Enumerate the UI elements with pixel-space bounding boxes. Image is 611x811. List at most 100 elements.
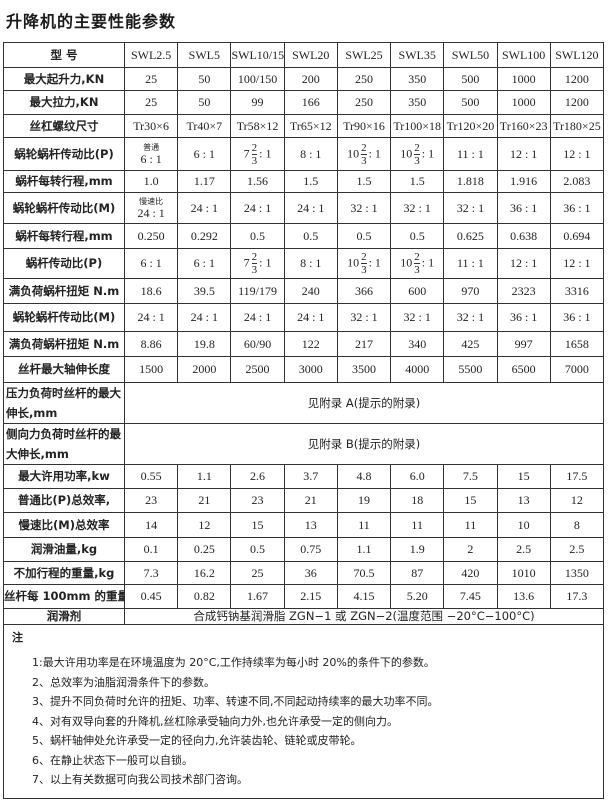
value-cell: 32 : 1 (443, 303, 498, 332)
value-cell: 12 : 1 (496, 248, 551, 279)
value-cell: 0.5 (336, 223, 392, 249)
value-cell: 11 (336, 512, 392, 538)
value-cell: 3500 (336, 356, 392, 383)
value-cell: 1200 (549, 67, 605, 91)
value-cell: 0.5 (230, 537, 285, 562)
value-cell: 1350 (549, 561, 605, 585)
fraction-whole: 7 (243, 145, 250, 160)
value-cell: 2323 (496, 278, 551, 304)
value-cell: 340 (390, 331, 445, 357)
value-cell: 19.8 (177, 331, 232, 357)
row-label: 丝杆每 100mm 的重量 (3, 584, 125, 609)
table-row: 润滑剂 合成钙钠基润滑脂 ZGN−1 或 ZGN−2(温度范围 −20°C−100… (3, 608, 604, 625)
row-label: 丝杠螺纹尺寸 (3, 114, 125, 138)
header-model: SWL10/15 (230, 42, 285, 68)
value-cell: 10 2 3: 1 (336, 137, 392, 171)
row-label: 慢速比(M)总效率 (3, 512, 125, 538)
value-cell: 1.818 (443, 170, 498, 193)
page-title: 升降机的主要性能参数 (6, 12, 177, 31)
value-cell: 6.0 (390, 464, 445, 489)
value-cell: 10 (496, 512, 551, 538)
row-label: 普通比(P)总效率, (3, 488, 125, 513)
value-cell: 2000 (177, 356, 232, 383)
value-cell: 13 (496, 488, 551, 513)
table-row: 蜗轮蜗杆传动比(M) 24 : 1 24 : 1 24 : 1 24 : 1 32 : 1… (3, 303, 605, 332)
value-cell: 19 (336, 488, 392, 513)
fraction-numerator: 2 (414, 141, 420, 155)
value-cell: 8 : 1 (283, 248, 338, 279)
header-model: SWL120 (549, 42, 605, 68)
value-cell: 32 : 1 (390, 192, 445, 224)
table-row: 普通比(P)总效率, 23 21 23 21 19 18 15 13 12 (3, 488, 605, 513)
fraction-whole: 10 (400, 145, 413, 160)
value-cell: 0.82 (177, 584, 232, 609)
value-cell: 366 (336, 278, 392, 304)
note-item: 6、在静止状态下一般可以自锁。 (32, 753, 193, 767)
fraction-numerator: 2 (414, 251, 420, 264)
value-cell: 8 (549, 512, 605, 538)
row-label: 满负荷蜗杆扭矩 N.m (3, 278, 125, 304)
value-cell: 1.9 (390, 537, 445, 562)
value-cell: 1.0 (123, 170, 179, 193)
row-label: 润滑剂 (3, 608, 125, 625)
row-label: 蜗杆每转行程,mm (3, 170, 125, 193)
value-cell: 8.86 (123, 331, 179, 357)
table-row: 压力负荷时丝杆的最大伸长,mm 见附录 A(提示的附录) (3, 382, 604, 424)
fraction-denominator: 3 (251, 264, 258, 276)
value-cell: 6 : 1 (177, 137, 232, 171)
fraction-numerator: 2 (251, 141, 258, 155)
value-cell: 36 : 1 (496, 192, 551, 224)
value-cell: 500 (443, 67, 498, 91)
value-cell: 2.15 (283, 584, 338, 609)
table-row: 侧向力负荷时丝杆的最大伸长,mm 见附录 B(提示的附录) (3, 423, 604, 465)
fraction-rest: : 1 (421, 255, 435, 270)
spanning-cell: 见附录 A(提示的附录) (124, 382, 604, 424)
value-cell: 166 (283, 90, 338, 115)
value-cell: 7.45 (443, 584, 498, 609)
value-cell: 0.25 (177, 537, 232, 562)
value-cell: 997 (496, 331, 551, 357)
value-cell: 6 : 1 (177, 248, 232, 279)
value-cell: 14 (123, 512, 179, 538)
note-item: 3、提升不同负荷时允许的扭矩、功率、转速不同,不同起动持续率的最大功率不同。 (32, 695, 439, 708)
table-row: 蜗杆每转行程,mm 0.250 0.292 0.5 0.5 0.5 0.5 0.625 0.63… (3, 223, 605, 249)
note-item: 7、以上有关数据可向我公司技术部门咨询。 (32, 773, 248, 786)
value-cell: 16.2 (177, 561, 232, 585)
fraction-denominator: 3 (414, 154, 420, 167)
value-cell: 32 : 1 (390, 303, 445, 332)
header-model-label: 型 号 (3, 42, 125, 68)
value-cell: 420 (443, 561, 498, 585)
row-label: 蜗轮蜗杆传动比(M) (3, 192, 125, 224)
value-cell: 6 : 1 (123, 248, 179, 279)
table-row: 丝杠螺纹尺寸 Tr30×6 Tr40×7 Tr58×12 Tr65×12 Tr90×16 T… (3, 114, 605, 138)
row-label: 不加行程的重量,kg (3, 561, 125, 585)
note-item: 2、总效率为油脂润滑条件下的参数。 (32, 675, 215, 689)
value-cell: 12 : 1 (549, 137, 605, 171)
value-cell: 32 : 1 (336, 192, 392, 224)
value-cell: 1000 (496, 90, 551, 115)
header-model: SWL25 (336, 42, 392, 68)
value-cell: 99 (230, 90, 285, 115)
value-cell: Tr100×18 (390, 114, 445, 138)
fraction-denominator: 3 (361, 154, 367, 167)
row-label: 最大许用功率,kw (3, 464, 125, 489)
header-row: 型 号 SWL2.5 SWL5 SWL10/15 SWL20 SWL25 SWL35 SWL5… (3, 42, 605, 68)
value-cell: 12 : 1 (496, 137, 551, 171)
row-label: 最大拉力,KN (3, 90, 125, 115)
row-label: 最大起升力,KN (3, 67, 125, 91)
value-cell: 32 : 1 (443, 192, 498, 224)
value-cell: 15 (443, 488, 498, 513)
value-cell: 8 : 1 (283, 137, 338, 171)
value-cell: Tr58×12 (230, 114, 285, 138)
value-cell: 25 (230, 561, 285, 585)
value-cell: 24 : 1 (177, 192, 232, 224)
header-model: SWL100 (496, 42, 551, 68)
value-cell: 11 (443, 512, 498, 538)
value-cell: 25 (123, 67, 179, 91)
notes-box: 注 1:最大许用功率是在环境温度为 20°C,工作持续率为每小时 20%的条件下… (3, 609, 604, 799)
value-cell: 17.5 (549, 464, 605, 489)
value-cell: 15 (230, 512, 285, 538)
value-cell: 425 (443, 331, 498, 357)
